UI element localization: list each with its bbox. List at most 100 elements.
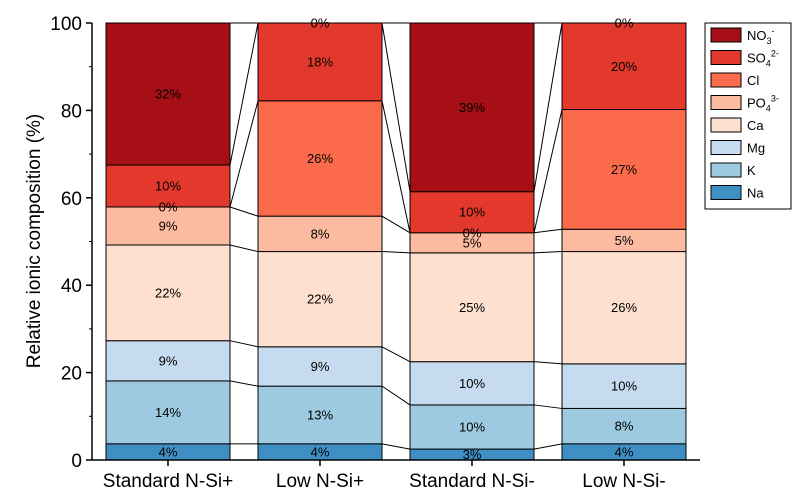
connector-line xyxy=(381,251,411,254)
connector-line xyxy=(229,380,259,387)
data-label-k-3: 10% xyxy=(459,420,485,435)
data-label-po4-1: 9% xyxy=(159,218,178,233)
x-category-label: Standard N-Si+ xyxy=(103,471,233,492)
legend-swatch-na xyxy=(710,185,742,200)
data-label-so4-3: 10% xyxy=(459,205,485,220)
data-label-na-1: 4% xyxy=(159,444,178,459)
legend: NO3- SO42- Cl PO43- Ca Mg K Na xyxy=(704,22,792,210)
data-label-no3-2: 0% xyxy=(311,16,330,31)
legend-label-na: Na xyxy=(747,186,764,201)
legend-label-k: K xyxy=(747,163,756,178)
bar-segment-k-1 xyxy=(105,380,231,445)
connector-line xyxy=(381,385,411,406)
x-category-label: Low N-Si+ xyxy=(276,471,364,492)
y-tick-label: 100 xyxy=(50,14,82,35)
connector-line xyxy=(381,100,411,233)
connector-line xyxy=(381,22,411,192)
bar-segment-mg-4 xyxy=(561,363,687,409)
data-label-na-2: 4% xyxy=(311,444,330,459)
connector-line xyxy=(533,443,563,450)
connector-line xyxy=(533,404,563,409)
bar-segment-k-3 xyxy=(409,404,535,450)
y-tick-label: 40 xyxy=(61,276,82,297)
segment-labels-group: 4% 4% 3% 4% 14% 13% 10% 8% 9% 9% 10% 10% 22% 22% 25% 26… xyxy=(155,16,637,463)
data-label-no3-1: 32% xyxy=(155,87,181,102)
bar-segment-mg-3 xyxy=(409,361,535,406)
connector-line xyxy=(229,206,259,217)
data-label-so4-1: 10% xyxy=(155,179,181,194)
legend-swatch-po xyxy=(710,95,742,110)
data-label-po4-2: 8% xyxy=(311,226,330,241)
y-tick-label: 0 xyxy=(71,451,82,472)
bar-segment-k-2 xyxy=(257,385,383,445)
bar-segment-so4-1 xyxy=(105,164,231,208)
axes-group: 0 20 40 60 80 100 Standard N-Si+ Low N-Si+ Stand… xyxy=(50,14,700,492)
data-label-k-2: 13% xyxy=(307,407,333,422)
data-label-k-4: 8% xyxy=(615,419,634,434)
x-category-label: Low N-Si- xyxy=(582,471,665,492)
bar-segment-po4-1 xyxy=(105,206,231,246)
connector-line xyxy=(381,346,411,363)
bar-segment-ca-1 xyxy=(105,244,231,342)
bar-segment-so4-4 xyxy=(561,22,687,111)
legend-label-po: PO43- xyxy=(747,94,779,114)
bar-segment-ca-4 xyxy=(561,251,687,365)
legend-label-so: SO42- xyxy=(747,49,779,69)
data-label-po4-4: 5% xyxy=(615,233,634,248)
connector-line xyxy=(229,22,259,166)
connector-line xyxy=(533,109,563,233)
data-label-mg-1: 9% xyxy=(159,353,178,368)
legend-label-cl: Cl xyxy=(747,73,759,88)
legend-swatch-mg xyxy=(710,140,742,155)
data-label-ca-1: 22% xyxy=(155,285,181,300)
data-label-mg-3: 10% xyxy=(459,376,485,391)
legend-label-mg: Mg xyxy=(747,141,765,156)
data-label-no3-4: 0% xyxy=(615,16,634,31)
connector-line xyxy=(533,228,563,234)
data-label-k-1: 14% xyxy=(155,405,181,420)
y-axis-title: Relative ionic composition (%) xyxy=(24,114,45,369)
legend-swatch-so xyxy=(710,50,742,65)
legend-label-no: NO3- xyxy=(747,26,775,46)
bar-segment-k-4 xyxy=(561,407,687,445)
legend-swatch-ca xyxy=(710,117,742,133)
bar-segment-no3-3 xyxy=(409,22,535,193)
legend-label-ca: Ca xyxy=(747,118,764,133)
bars-group xyxy=(105,22,687,461)
y-tick-label: 60 xyxy=(61,189,82,210)
y-tick-label: 20 xyxy=(61,364,82,385)
data-label-cl-1: 0% xyxy=(159,199,178,214)
connector-line xyxy=(533,361,563,365)
bar-segment-ca-2 xyxy=(257,251,383,348)
data-label-na-3: 3% xyxy=(463,447,482,462)
connector-line xyxy=(533,251,563,254)
y-tick-label: 80 xyxy=(61,101,82,122)
data-label-mg-4: 10% xyxy=(611,379,637,394)
bar-segment-cl-2 xyxy=(257,100,383,217)
connector-line xyxy=(381,215,411,234)
data-label-so4-2: 18% xyxy=(307,54,333,69)
connector-line xyxy=(229,100,259,208)
data-label-no3-3: 39% xyxy=(459,100,485,115)
data-label-cl-2: 26% xyxy=(307,151,333,166)
legend-swatch-cl xyxy=(710,72,742,88)
data-label-mg-2: 9% xyxy=(311,359,330,374)
connector-line xyxy=(229,340,259,348)
data-label-na-4: 4% xyxy=(615,444,634,459)
data-label-cl-3: 0% xyxy=(463,225,482,240)
data-label-ca-4: 26% xyxy=(611,300,637,315)
legend-swatch-no xyxy=(710,27,742,43)
data-label-ca-2: 22% xyxy=(307,292,333,307)
legend-swatch-k xyxy=(710,162,742,178)
data-label-cl-4: 27% xyxy=(611,162,637,177)
data-label-ca-3: 25% xyxy=(459,300,485,315)
segment-connectors xyxy=(229,22,563,450)
connector-line xyxy=(381,443,411,450)
bar-segment-no3-1 xyxy=(105,22,231,166)
bar-segment-mg-1 xyxy=(105,340,231,382)
x-category-label: Standard N-Si- xyxy=(409,471,535,492)
bar-segment-so4-2 xyxy=(257,22,383,102)
connector-line xyxy=(229,244,259,253)
data-label-so4-4: 20% xyxy=(611,59,637,74)
